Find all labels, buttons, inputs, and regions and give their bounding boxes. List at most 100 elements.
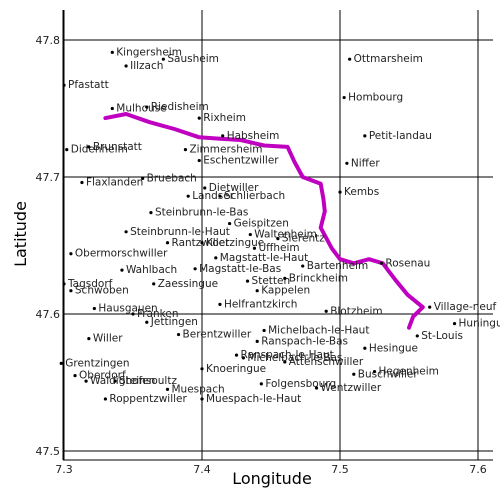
place-label: Ranspach-le-Bas: [261, 335, 348, 347]
place-marker: Stetten: [245, 275, 291, 287]
place-marker: St-Louis: [415, 330, 463, 342]
place-label: Mulhouse: [116, 103, 166, 115]
y-axis-label: Latitude: [11, 201, 30, 267]
place-dot: [259, 382, 263, 386]
place-marker: Bruebach: [141, 172, 197, 184]
place-dot: [120, 268, 124, 272]
place-label: Sierentz: [282, 233, 325, 245]
place-label: Eschentzwiller: [203, 155, 279, 167]
y-tick-label: 47.5: [36, 445, 61, 458]
place-dot: [314, 386, 319, 390]
place-label: Illzach: [130, 60, 163, 72]
place-marker: Michelbach-le-Haut: [262, 324, 369, 336]
x-axis-label: Longitude: [232, 469, 312, 488]
place-marker: Helfrantzkirch: [218, 298, 297, 310]
place-label: Schlierbach: [224, 190, 285, 202]
x-tick-label: 7.6: [469, 463, 487, 476]
place-label: Michelbach-le-Haut: [268, 324, 369, 336]
place-dot: [234, 353, 239, 357]
place-marker: Steinbrunn-le-Bas: [149, 207, 248, 219]
place-label: Huningue: [459, 318, 500, 330]
place-dot: [200, 367, 204, 371]
place-label: St-Louis: [421, 330, 463, 342]
place-dot: [124, 230, 128, 234]
place-dot: [103, 397, 107, 401]
place-label: Muespach: [172, 383, 225, 395]
place-marker: Waldighofen: [84, 375, 155, 387]
place-label: Ranspach-le-Haut: [241, 349, 334, 361]
place-marker: Illzach: [124, 60, 163, 72]
place-label: Steinsoultz: [119, 375, 177, 387]
place-marker: Blotzheim: [324, 305, 383, 317]
place-dot: [379, 261, 383, 265]
place-marker: Geispitzen: [228, 218, 289, 230]
place-label: Tagsdorf: [67, 278, 113, 290]
place-dot: [65, 148, 69, 152]
place-dot: [183, 148, 188, 152]
place-dot: [352, 372, 356, 376]
place-dot: [84, 379, 88, 383]
place-dot: [165, 387, 170, 391]
place-label: Village-neuf: [434, 301, 497, 313]
place-marker: Attenschwiller: [283, 356, 364, 368]
place-dot: [262, 328, 266, 333]
place-marker: Habsheim: [221, 130, 279, 142]
place-dot: [176, 332, 181, 337]
place-marker: Brinckheim: [283, 272, 348, 284]
place-marker: Kappelen: [255, 285, 310, 297]
place-marker: Waltenheim: [248, 229, 317, 241]
place-label: Ottmarsheim: [354, 53, 423, 65]
place-label: Petit-landau: [369, 130, 432, 142]
place-label: Muespach-le-Haut: [206, 393, 301, 405]
place-label: Jettingen: [150, 316, 198, 328]
place-label: Landser: [192, 190, 235, 202]
place-marker: Didenheim: [65, 144, 128, 156]
place-dot: [149, 211, 153, 215]
place-dot: [363, 134, 367, 138]
place-marker: Jettingen: [145, 316, 198, 328]
place-label: Magstatt-le-Bas: [199, 263, 281, 275]
place-dot: [255, 339, 259, 343]
place-dot: [145, 105, 149, 109]
place-label: Hegenheim: [379, 366, 439, 378]
place-marker: Ranspach-le-Haut: [234, 349, 334, 361]
place-label: Berentzwiller: [183, 329, 252, 341]
place-dot: [221, 134, 225, 138]
place-marker: Schlierbach: [218, 190, 285, 202]
place-label: Kembs: [344, 186, 379, 198]
y-tick-label: 47.7: [36, 171, 61, 184]
place-dot: [87, 337, 91, 341]
place-dot: [110, 106, 114, 111]
place-label: Sausheim: [167, 53, 219, 65]
place-marker: Zimmersheim: [183, 144, 263, 156]
place-label: Hesingue: [369, 342, 418, 354]
place-marker: Hausgauen: [92, 303, 158, 315]
place-dot: [87, 145, 91, 149]
place-marker: Rosenau: [379, 257, 430, 269]
place-dot: [59, 361, 63, 365]
place-label: Steinbrunn-le-Haut: [130, 226, 230, 238]
place-dot: [203, 186, 207, 190]
place-marker: Magstatt-le-Bas: [193, 263, 281, 275]
axis-ticks: 7.3 7.4 7.5 7.6 47.5 47.6 47.7 47.8: [36, 34, 487, 476]
place-marker: Wahlbach: [120, 264, 177, 276]
place-label: Didenheim: [71, 144, 128, 156]
place-dot: [186, 194, 190, 198]
place-marker: Hesingue: [363, 342, 418, 354]
place-dot: [73, 374, 77, 378]
place-label: Stetten: [252, 275, 291, 287]
place-dot: [92, 306, 96, 311]
place-marker: Muespach-le-Haut: [200, 393, 301, 405]
x-tick-label: 7.5: [331, 463, 349, 476]
place-marker: Sausheim: [161, 53, 219, 65]
place-label: Kingersheim: [116, 46, 182, 58]
place-marker: Schwoben: [69, 285, 129, 297]
place-marker: Sierentz: [276, 233, 325, 245]
place-dot: [345, 161, 349, 165]
place-label: Wentzwiller: [321, 382, 382, 394]
place-label: Rixheim: [203, 112, 246, 124]
place-dot: [283, 276, 287, 280]
place-marker: Landser: [186, 190, 235, 202]
place-marker: Dietwiller: [203, 182, 259, 194]
place-marker: Wentzwiller: [314, 382, 382, 394]
